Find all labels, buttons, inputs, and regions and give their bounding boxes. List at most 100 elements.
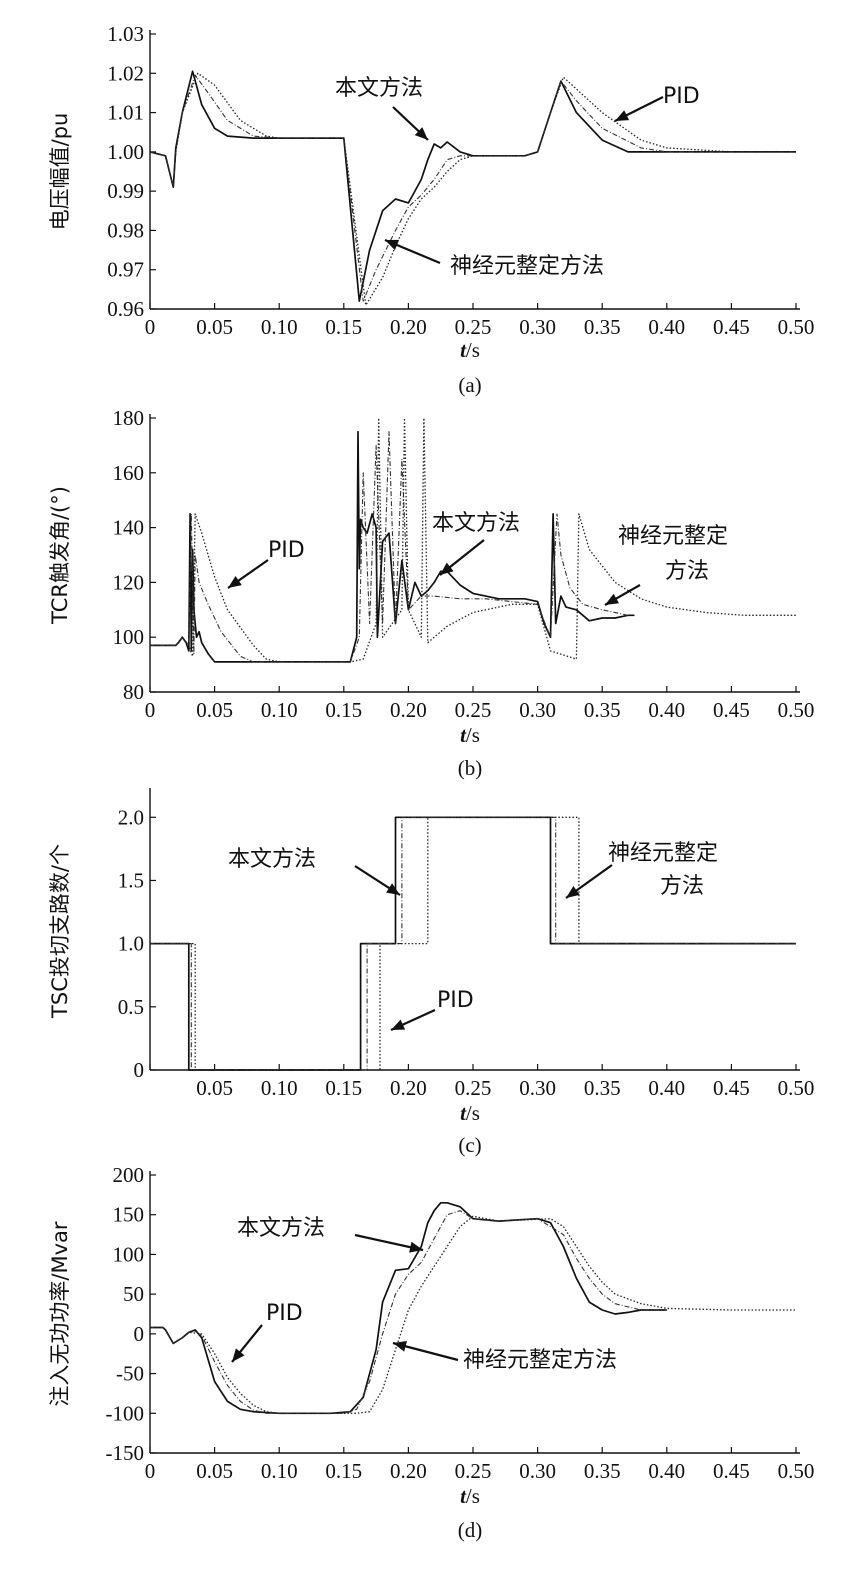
annotation-label: PID xyxy=(268,538,305,563)
x-axis-label: t/s xyxy=(460,1101,480,1125)
x-tick-label: 0.45 xyxy=(713,1459,750,1483)
x-tick-label: 0.50 xyxy=(778,698,815,722)
y-axis-label: TCR触发角/(°) xyxy=(48,486,72,625)
panel-caption: (a) xyxy=(458,373,481,397)
y-tick-label: 0.98 xyxy=(107,218,144,242)
x-axis-label-var: t xyxy=(460,338,467,362)
x-tick-label: 0.50 xyxy=(778,1459,815,1483)
x-tick-label: 0 xyxy=(145,315,156,339)
series-line-solid xyxy=(150,430,635,663)
x-tick-label: 0.05 xyxy=(196,1459,233,1483)
y-tick-label: 0.5 xyxy=(118,995,144,1019)
y-axis-label: TSC投切支路数/个 xyxy=(48,844,72,1019)
x-tick-label: 0.05 xyxy=(196,1076,233,1100)
x-tick-label: 0.20 xyxy=(390,315,427,339)
x-tick-label: 0.25 xyxy=(455,698,492,722)
x-axis-label-unit: /s xyxy=(466,1484,480,1508)
panel-caption: (b) xyxy=(458,756,483,780)
x-tick-label: 0.35 xyxy=(584,1459,621,1483)
x-tick-label: 0.30 xyxy=(519,1076,556,1100)
annotation-label: 本文方法 xyxy=(432,511,520,536)
annotation-label: 神经元整定方法 xyxy=(450,254,604,279)
annotation-label: 本文方法 xyxy=(335,76,423,101)
annotation-arrow-head xyxy=(605,593,619,605)
y-tick-label: 0 xyxy=(134,1058,145,1082)
annotation-label: PID xyxy=(437,988,474,1013)
annotation-label: 神经元整定方法 xyxy=(463,1348,617,1373)
annotation-label: PID xyxy=(266,1301,303,1326)
x-tick-label: 0.10 xyxy=(261,315,298,339)
annotation-label: 神经元整定 xyxy=(608,841,718,866)
x-tick-label: 0.50 xyxy=(778,1076,815,1100)
x-tick-label: 0.35 xyxy=(584,315,621,339)
x-tick-label: 0.35 xyxy=(584,698,621,722)
x-axis-label: t/s xyxy=(460,723,480,747)
x-tick-label: 0.15 xyxy=(325,1076,362,1100)
x-axis-label: t/s xyxy=(460,1484,480,1508)
y-tick-label: 1.01 xyxy=(107,101,144,125)
series-line-solid xyxy=(150,1201,667,1415)
x-tick-label: 0.10 xyxy=(261,1459,298,1483)
y-tick-label: 1.02 xyxy=(107,61,144,85)
x-tick-label: 0.40 xyxy=(648,698,685,722)
series-line-dashdot xyxy=(149,74,796,302)
x-tick-label: 0.20 xyxy=(390,1459,427,1483)
x-axis-label-unit: /s xyxy=(466,1101,480,1125)
annotation-arrow-head xyxy=(566,886,580,898)
x-tick-label: 0.45 xyxy=(713,1076,750,1100)
x-tick-label: 0.05 xyxy=(196,315,233,339)
y-tick-label: 0.97 xyxy=(107,258,144,282)
x-axis-label-var: t xyxy=(460,1484,467,1508)
y-tick-label: 1.5 xyxy=(118,868,144,892)
annotation-label: 方法 xyxy=(665,559,709,584)
series-line-dotted xyxy=(150,417,796,663)
x-tick-label: 0 xyxy=(145,1459,156,1483)
annotation-arrow-head xyxy=(440,562,454,575)
annotation-label: 本文方法 xyxy=(228,847,316,872)
annotation-arrow-head xyxy=(228,576,242,588)
x-axis-label-var: t xyxy=(460,723,467,747)
y-tick-label: 160 xyxy=(113,461,145,485)
annotation-label: 方法 xyxy=(660,874,704,899)
y-tick-label: 2.0 xyxy=(118,805,144,829)
x-axis-label-var: t xyxy=(460,1101,467,1125)
x-tick-label: 0.35 xyxy=(584,1076,621,1100)
x-tick-label: 0.20 xyxy=(390,1076,427,1100)
y-tick-label: 140 xyxy=(113,516,145,540)
x-tick-label: 0.50 xyxy=(778,315,815,339)
y-tick-label: 1.00 xyxy=(107,140,144,164)
x-tick-label: 0.25 xyxy=(455,315,492,339)
series-line-dotted xyxy=(149,72,796,306)
y-tick-label: 150 xyxy=(113,1203,145,1227)
annotation-arrow-head xyxy=(409,1241,423,1253)
y-tick-label: -150 xyxy=(106,1441,145,1465)
annotation-label: PID xyxy=(663,84,700,109)
x-tick-label: 0 xyxy=(145,698,156,722)
y-tick-label: 80 xyxy=(123,680,144,704)
annotation-arrow-head xyxy=(393,1341,407,1352)
x-tick-label: 0.15 xyxy=(325,698,362,722)
x-axis-label-unit: /s xyxy=(466,723,480,747)
series-line-dotted xyxy=(150,1215,796,1414)
panel-b: 80 100 120 140 160 180 0 0.05 0.10 0.15 0.20 0.25 0.… xyxy=(48,406,814,780)
y-tick-label: 0.96 xyxy=(107,297,144,321)
panel-caption: (c) xyxy=(458,1133,481,1157)
panel-caption: (d) xyxy=(458,1518,483,1542)
y-tick-label: -100 xyxy=(106,1401,145,1425)
x-tick-label: 0.15 xyxy=(325,315,362,339)
x-tick-label: 0.45 xyxy=(713,698,750,722)
annotation-arrow-head xyxy=(385,239,400,251)
x-tick-label: 0.30 xyxy=(519,315,556,339)
x-axis-label: t/s xyxy=(460,338,480,362)
x-tick-label: 0.20 xyxy=(390,698,427,722)
x-tick-label: 0.15 xyxy=(325,1459,362,1483)
annotation-arrow-head xyxy=(386,883,400,895)
panel-c: 0 0.5 1.0 1.5 2.0 0.05 0.10 0.15 0.20 0.25 0.30 0.3… xyxy=(48,788,814,1157)
y-tick-label: 200 xyxy=(113,1163,145,1187)
annotation-arrow-head xyxy=(391,1019,406,1030)
x-tick-label: 0.40 xyxy=(648,1076,685,1100)
y-tick-label: 1.0 xyxy=(118,932,144,956)
x-tick-label: 0.25 xyxy=(455,1459,492,1483)
y-axis-label: 电压幅值/pu xyxy=(48,113,72,231)
